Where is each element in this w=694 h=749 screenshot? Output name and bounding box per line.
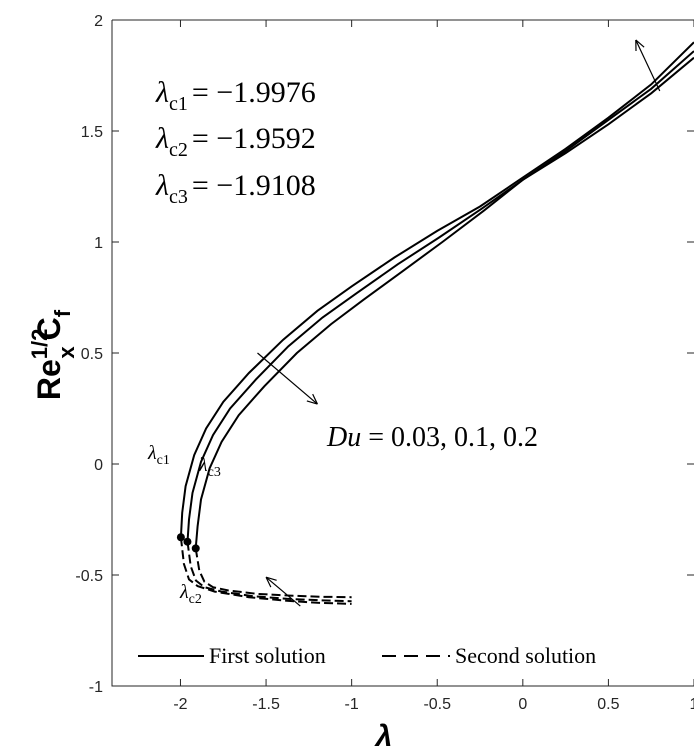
y-axis-label: Re1/2xCf (27, 309, 79, 400)
critical-value-1: λc1 = −1.9976 (155, 76, 316, 115)
critical-point-1 (176, 533, 185, 542)
x-tick-label-6: 1 (690, 696, 694, 713)
x-axis-label: λ (374, 720, 393, 749)
point-label-c2: λc2 (179, 581, 202, 607)
x-tick-label-2: -1 (345, 696, 359, 713)
y-tick-label-0: -1 (89, 679, 103, 696)
arrow-first-solution (257, 352, 318, 405)
parameter-label: Du = 0.03, 0.1, 0.2 (326, 422, 538, 453)
x-tick-label-0: -2 (173, 696, 187, 713)
point-label-c1: λc1 (147, 442, 170, 468)
critical-value-3: λc3 = −1.9108 (155, 169, 316, 208)
arrow-first-solution-head (306, 393, 318, 405)
legend: First solution Second solution (138, 643, 596, 668)
x-tick-label-3: -0.5 (423, 696, 451, 713)
first-solution-line-2 (186, 50, 694, 542)
y-tick-label-4: 1 (94, 235, 103, 252)
y-tick-label-5: 1.5 (81, 124, 103, 141)
y-tick-label-2: 0 (94, 457, 103, 474)
axes-frame (111, 19, 694, 687)
arrow-second-solution (265, 576, 301, 607)
critical-values-block: λc1 = −1.9976 λc2 = −1.9592 λc3 = −1.9108 (155, 76, 316, 208)
second-solution-line-2 (186, 541, 352, 603)
critical-point-3 (191, 544, 200, 553)
second-solution-line-3 (194, 548, 352, 599)
critical-value-2: λc2 = −1.9592 (155, 122, 316, 161)
x-tick-label-4: 0 (518, 696, 527, 713)
arrow-second-solution-head (265, 576, 277, 588)
curves-group (179, 41, 694, 605)
x-tick-label-1: -1.5 (252, 696, 280, 713)
critical-point-2 (183, 537, 192, 546)
arrow-upper-right (635, 39, 661, 92)
x-tick-label-5: 0.5 (597, 696, 619, 713)
second-solution-line-1 (179, 537, 352, 605)
legend-second-solution: Second solution (455, 643, 596, 668)
first-solution-line-1 (179, 41, 694, 538)
y-tick-label-6: 2 (94, 13, 103, 30)
arrows-group (257, 39, 661, 607)
legend-first-solution: First solution (209, 643, 326, 668)
y-tick-label-3: 0.5 (81, 346, 103, 363)
ticks-group: -2 -1.5 -1 -0.5 0 0.5 1 -1 -0.5 0 0.5 1 1.5 2 (75, 13, 694, 713)
critical-points-group (176, 533, 200, 553)
arrow-upper-right-head (635, 39, 645, 51)
svg-text:Re1/2xCf: Re1/2xCf (27, 309, 79, 400)
y-tick-label-1: -0.5 (75, 568, 103, 585)
point-label-c3: λc3 (198, 454, 221, 480)
first-solution-line-3 (194, 56, 694, 549)
